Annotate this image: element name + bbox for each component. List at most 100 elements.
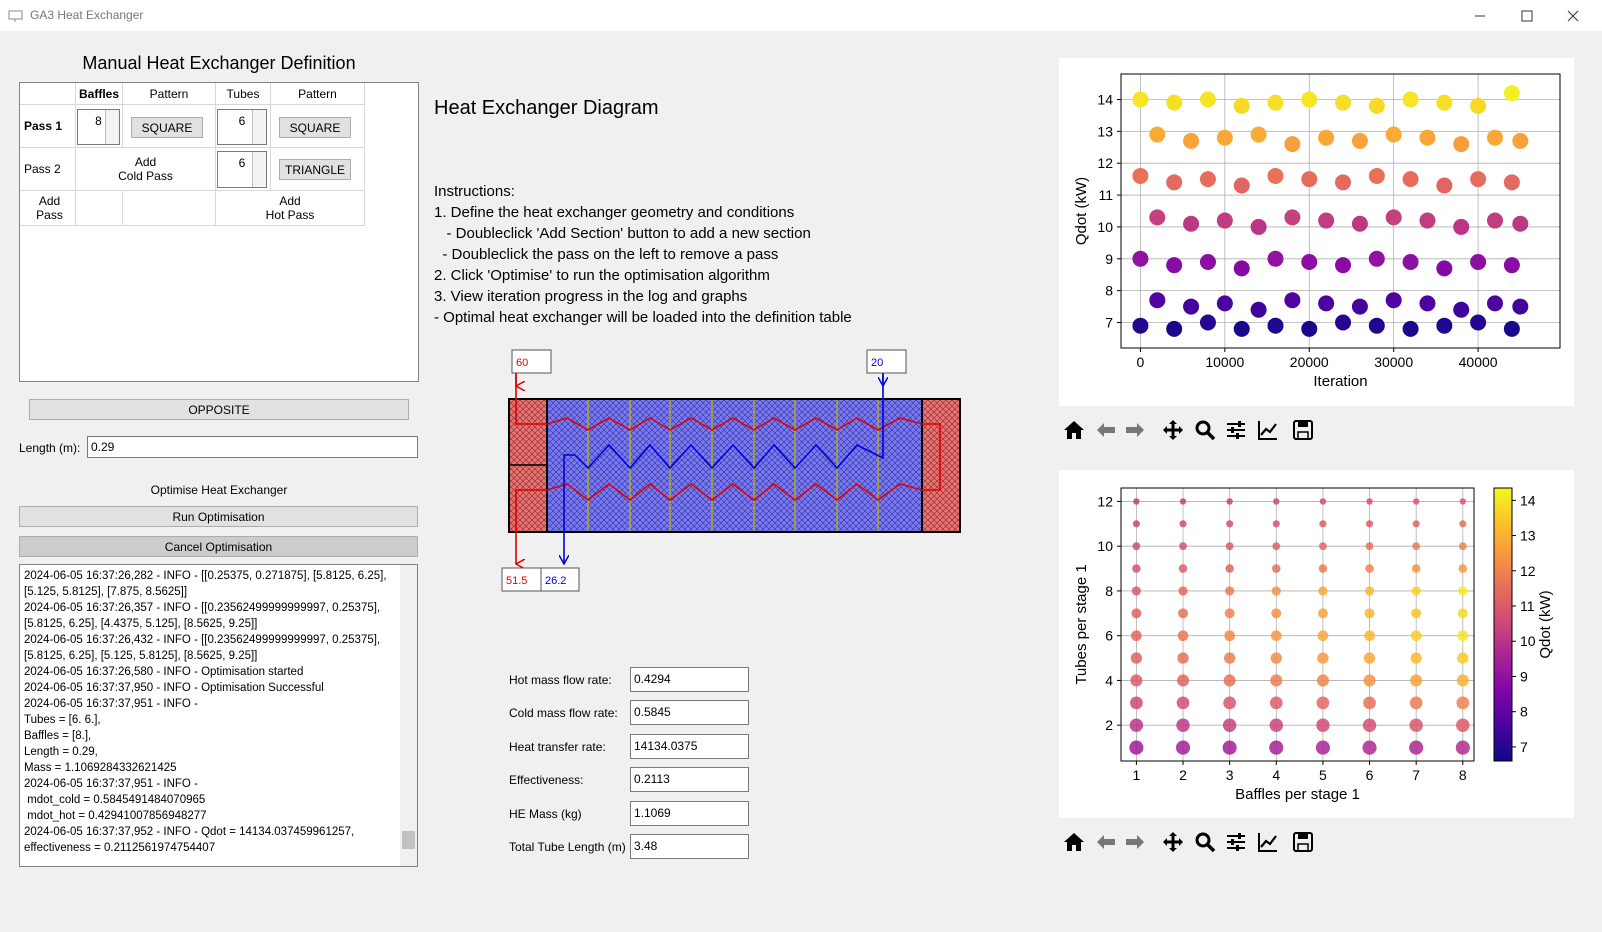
instruction-line: Instructions: (434, 183, 515, 200)
data-point (1166, 94, 1183, 111)
data-point (1453, 136, 1470, 153)
spin-down[interactable] (105, 127, 119, 144)
spin-down[interactable] (252, 169, 266, 187)
pattern-button[interactable]: TRIANGLE (279, 159, 351, 180)
pattern-button[interactable]: SQUARE (279, 117, 351, 138)
toolbar-button[interactable] (1293, 420, 1313, 440)
toolbar-button[interactable] (1293, 832, 1313, 852)
result-value[interactable]: 3.48 (630, 834, 749, 859)
result-value[interactable]: 0.5845 (630, 700, 749, 726)
spin-up[interactable] (105, 110, 119, 127)
result-label: Heat transfer rate: (509, 739, 606, 754)
toolbar-button[interactable] (1064, 421, 1084, 439)
result-value[interactable]: 0.4294 (630, 667, 749, 692)
data-point (1362, 740, 1377, 755)
data-point (1456, 696, 1470, 710)
hot-stream (516, 373, 941, 564)
data-point (1455, 740, 1470, 755)
row-header[interactable]: Add Pass (20, 191, 76, 226)
log-line: Mass = 1.1069284332621425 (24, 762, 177, 774)
data-point (1222, 718, 1237, 732)
data-point (1453, 301, 1470, 318)
toolbar-button[interactable] (1126, 835, 1144, 849)
toolbar-button[interactable] (1097, 423, 1115, 437)
toolbar-button[interactable] (1258, 421, 1277, 440)
spin-up[interactable] (252, 152, 266, 170)
x-tick-label: 6 (1366, 767, 1374, 783)
x-tick-label: 2 (1179, 767, 1187, 783)
cell: 8 (76, 105, 123, 148)
data-point (1129, 740, 1144, 755)
add-hot-pass[interactable]: Add Hot Pass (216, 191, 365, 226)
colorbar-tick-label: 10 (1520, 633, 1536, 649)
toolbar-button[interactable] (1163, 420, 1183, 440)
row-header[interactable]: Pass 1 (20, 105, 76, 148)
result-label: Total Tube Length (m) (509, 840, 626, 854)
colorbar-label: Qdot (kW) (1537, 590, 1554, 658)
result-value[interactable]: 14134.0375 (630, 733, 749, 759)
data-point (1224, 608, 1235, 619)
toolbar-button[interactable] (1195, 832, 1216, 853)
scroll-thumb[interactable] (402, 831, 415, 849)
result-value[interactable]: 1.1069 (630, 800, 749, 826)
data-point (1363, 696, 1376, 710)
log-line: [5.125, 5.8125], [7.875, 8.5625]] (24, 586, 188, 598)
x-tick-label: 30000 (1374, 354, 1413, 370)
data-point (1177, 674, 1190, 687)
data-point (1177, 630, 1189, 641)
maximize[interactable] (1521, 10, 1533, 22)
x-tick-label: 7 (1412, 767, 1420, 783)
spin-up[interactable] (252, 110, 266, 127)
temp-box (511, 349, 552, 374)
data-point (1402, 91, 1419, 108)
spin-value: 8 (95, 114, 102, 128)
close[interactable] (1567, 10, 1579, 22)
exchanger-diagram: 60 20 51.5 26.2 (501, 349, 961, 592)
data-point (1351, 215, 1368, 232)
optimise-heading: Optimise Heat Exchanger (150, 483, 288, 497)
data-point (1179, 498, 1187, 505)
data-point (1470, 253, 1487, 270)
x-tick-label: 10000 (1205, 354, 1244, 370)
colorbar-tick-label: 11 (1520, 598, 1535, 614)
result-label: Hot mass flow rate: (509, 673, 612, 687)
result-value[interactable]: 0.2113 (630, 767, 749, 793)
scrollbar[interactable] (400, 565, 417, 866)
toolbar-button[interactable] (1258, 833, 1277, 852)
data-point (1503, 320, 1520, 337)
flow-direction-button[interactable]: OPPOSITE (29, 399, 409, 420)
toolbar-button[interactable] (1163, 832, 1183, 852)
pattern-button[interactable]: SQUARE (131, 117, 203, 138)
data-point (1272, 542, 1281, 551)
length-label: Length (m): (19, 441, 81, 455)
toolbar-button[interactable] (1097, 835, 1115, 849)
data-point (1178, 586, 1188, 596)
toolbar-button[interactable] (1227, 833, 1245, 851)
baffles-spinbox[interactable]: 8 (77, 109, 120, 145)
data-point (1318, 564, 1328, 573)
run-button[interactable]: Run Optimisation (19, 506, 418, 527)
data-point (1250, 218, 1267, 235)
cancel-button[interactable]: Cancel Optimisation (19, 536, 418, 557)
data-point (1316, 674, 1329, 687)
y-tick-label: 6 (1105, 628, 1113, 644)
data-point (1486, 212, 1503, 229)
log-box: 2024-06-05 16:37:26,282 - INFO - [[0.253… (19, 564, 418, 867)
spin-down[interactable] (252, 127, 266, 144)
data-point (1149, 209, 1166, 226)
toolbar-button[interactable] (1064, 833, 1084, 851)
tubes-spinbox[interactable]: 6 (217, 151, 267, 188)
y-tick-label: 12 (1097, 155, 1113, 171)
toolbar-button[interactable] (1195, 420, 1216, 441)
add-cold-pass[interactable]: Add Cold Pass (76, 148, 216, 191)
row-header[interactable]: Pass 2 (20, 148, 76, 191)
toolbar-button[interactable] (1126, 423, 1144, 437)
instructions: Instructions: 1. Define the heat exchange… (434, 181, 852, 328)
tubes-spinbox[interactable]: 6 (217, 109, 267, 145)
data-point (1130, 696, 1143, 710)
length-input[interactable]: 0.29 (87, 436, 418, 458)
data-point (1183, 298, 1200, 315)
data-point (1419, 295, 1436, 312)
colorbar-tick-label: 14 (1520, 492, 1536, 508)
toolbar-button[interactable] (1227, 421, 1245, 439)
